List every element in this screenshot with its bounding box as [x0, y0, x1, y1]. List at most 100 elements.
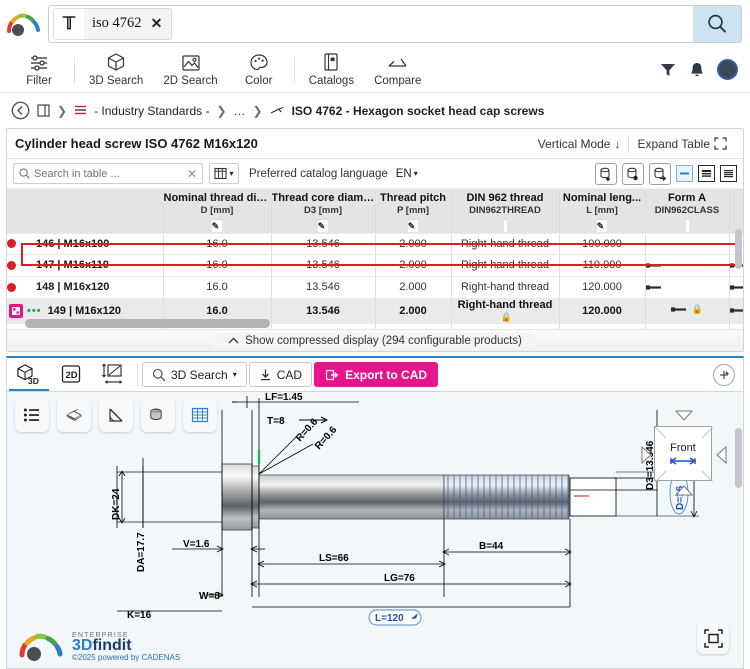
- col-filter-input[interactable]: [685, 219, 689, 232]
- dim-K: K=16: [127, 610, 152, 621]
- export-database-icon[interactable]: [649, 162, 671, 185]
- header-divider: [628, 134, 630, 153]
- row-name: 148 | M16x120: [36, 281, 110, 293]
- viewcube-arrow-down[interactable]: [675, 485, 693, 496]
- avatar[interactable]: [717, 59, 738, 80]
- view-cube[interactable]: Front: [641, 410, 727, 496]
- breadcrumb-current[interactable]: ISO 4762 - Hexagon socket head cap screw…: [291, 103, 545, 118]
- image-icon: [181, 52, 201, 72]
- measure-angle-icon[interactable]: [99, 398, 133, 432]
- tab-2d[interactable]: 2D: [51, 359, 91, 391]
- column-chooser-button[interactable]: ▾: [209, 163, 239, 184]
- bom-list-icon[interactable]: [15, 398, 49, 432]
- col-header-name[interactable]: [7, 189, 164, 234]
- table-search[interactable]: ✕: [13, 163, 203, 184]
- panel-header: Cylinder head screw ISO 4762 M16x120 Ver…: [7, 129, 743, 159]
- material-thickness-icon[interactable]: [141, 398, 175, 432]
- table-row[interactable]: 146 | M16x100 16.0 13.546 2.000 Right-ha…: [7, 233, 743, 255]
- table-row-selected[interactable]: ••• 149 | M16x120 16.0 13.546 2.000 Righ…: [7, 298, 743, 324]
- col-header-nominal-length[interactable]: Nominal leng... L [mm] ✎: [559, 189, 646, 234]
- col-filter-input[interactable]: [503, 219, 507, 232]
- row-name-cell[interactable]: 147 | M16x110: [7, 254, 164, 277]
- col-header-nominal-thread-diameter[interactable]: Nominal thread diam... D [mm] ✎: [163, 189, 272, 234]
- view-mode-compact-icon[interactable]: [676, 165, 693, 182]
- col-header-flange[interactable]: Flan DIN962: [729, 189, 743, 234]
- drawing-canvas[interactable]: LF=1.45 DA=17.7 DK=24 R=0.6 R=0.6 V=1.6 …: [7, 392, 743, 668]
- add-to-database-icon[interactable]: [595, 162, 617, 185]
- view-mode-rows-icon[interactable]: [698, 165, 715, 182]
- view-mode-list-icon[interactable]: [720, 165, 737, 182]
- chevron-right-icon-3: ❯: [252, 103, 263, 118]
- table-vertical-scrollbar[interactable]: [735, 229, 742, 269]
- mesh-icon[interactable]: [57, 398, 91, 432]
- table-horizontal-scrollbar[interactable]: [25, 319, 270, 328]
- tab-3d[interactable]: 3D: [9, 359, 49, 391]
- show-compressed-display-button[interactable]: Show compressed display (294 configurabl…: [212, 332, 538, 349]
- clear-x-icon[interactable]: ✕: [186, 166, 197, 181]
- search-input[interactable]: [171, 6, 693, 41]
- screw-icon: [729, 308, 743, 313]
- col-header-din962-thread[interactable]: DIN 962 thread DIN962THREAD: [451, 189, 560, 234]
- tab-dimensions[interactable]: [93, 359, 133, 391]
- breadcrumb-industry-standards[interactable]: - Industry Standards -: [94, 103, 210, 118]
- row-name-cell[interactable]: 148 | M16x120: [7, 276, 164, 299]
- col-filter-input[interactable]: ✎: [317, 219, 329, 232]
- close-icon[interactable]: ✕: [150, 15, 163, 31]
- search-chip[interactable]: 𝕋 iso 4762 ✕: [53, 7, 172, 40]
- 3d-search-button[interactable]: 3D Search ▾: [142, 362, 247, 387]
- text-search-icon: 𝕋: [54, 8, 84, 39]
- watermark-findit: findit: [92, 637, 132, 654]
- viewcube-front-face[interactable]: Front: [654, 426, 713, 482]
- row-name-cell[interactable]: 146 | M16x100: [7, 233, 164, 255]
- search-button[interactable]: [693, 5, 741, 42]
- breadcrumb-ellipsis[interactable]: …: [233, 103, 246, 118]
- col-filter-input[interactable]: ✎: [407, 219, 419, 232]
- home-panel-icon[interactable]: [37, 104, 50, 117]
- filter-sliders-icon: [29, 52, 49, 72]
- nav-compare[interactable]: Compare: [364, 48, 431, 92]
- nav-filter[interactable]: Filter: [8, 48, 70, 92]
- nav-catalogs[interactable]: Catalogs: [299, 48, 364, 92]
- cad-part-icon[interactable]: [9, 303, 23, 318]
- fit-to-screen-icon[interactable]: [697, 622, 729, 654]
- bell-icon[interactable]: [689, 61, 705, 79]
- export-label: Export to CAD: [345, 367, 428, 382]
- search-in-table-input[interactable]: [34, 167, 182, 180]
- nav-2d-search[interactable]: 2D Search: [153, 48, 227, 92]
- database-settings-icon[interactable]: [622, 162, 644, 185]
- cell-form-a: [645, 276, 730, 299]
- vertical-mode-button[interactable]: Vertical Mode ↓: [530, 134, 629, 154]
- cell-flange: [729, 323, 743, 329]
- viewcube-arrow-up[interactable]: [675, 410, 693, 421]
- col-filter-input[interactable]: ✎: [211, 219, 223, 232]
- expand-table-button[interactable]: Expand Table: [629, 134, 735, 154]
- table-row[interactable]: 148 | M16x120 16.0 13.546 2.000 Right-ha…: [7, 276, 743, 299]
- search-bar[interactable]: 𝕋 iso 4762 ✕: [48, 4, 742, 43]
- cad-download-button[interactable]: CAD: [248, 362, 313, 387]
- viewcube-arrow-left[interactable]: [641, 446, 652, 464]
- back-arrow-icon[interactable]: [10, 101, 30, 121]
- breadcrumb: ❯ - Industry Standards - ❯ … ❯ ISO 4762 …: [0, 93, 750, 128]
- list-red-icon[interactable]: [74, 104, 87, 117]
- table-row[interactable]: 147 | M16x110 16.0 13.546 2.000 Right-ha…: [7, 254, 743, 277]
- table-grid-icon[interactable]: [183, 398, 217, 432]
- col-header-thread-pitch[interactable]: Thread pitch P [mm] ✎: [375, 189, 452, 234]
- viewcube-arrow-right[interactable]: [716, 446, 727, 464]
- viewer-scrollbar[interactable]: [735, 428, 742, 488]
- col-header-form-a[interactable]: Form A DIN962CLASS: [645, 189, 730, 234]
- results-table-wrapper[interactable]: Nominal thread diam... D [mm] ✎ Thread c…: [7, 189, 743, 329]
- reset-view-icon[interactable]: [713, 363, 735, 386]
- language-select[interactable]: EN ▾: [394, 168, 420, 180]
- filter-funnel-icon[interactable]: [659, 61, 677, 79]
- gauge-logo-icon: [19, 633, 63, 661]
- more-options-icon[interactable]: •••: [27, 304, 42, 317]
- col-filter-input[interactable]: ✎: [596, 219, 608, 232]
- nav-3d-search[interactable]: 3D Search: [79, 48, 153, 92]
- pencil-icon: ✎: [596, 220, 605, 231]
- arrow-down-icon: ↓: [614, 136, 621, 151]
- col-header-thread-core-diameter[interactable]: Thread core diame... D3 [mm] ✎: [271, 189, 376, 234]
- screw-icon: [729, 284, 743, 290]
- 3dfindit-logo-icon[interactable]: [4, 7, 44, 41]
- export-to-cad-button[interactable]: Export to CAD: [314, 362, 439, 387]
- nav-color[interactable]: Color: [228, 48, 290, 92]
